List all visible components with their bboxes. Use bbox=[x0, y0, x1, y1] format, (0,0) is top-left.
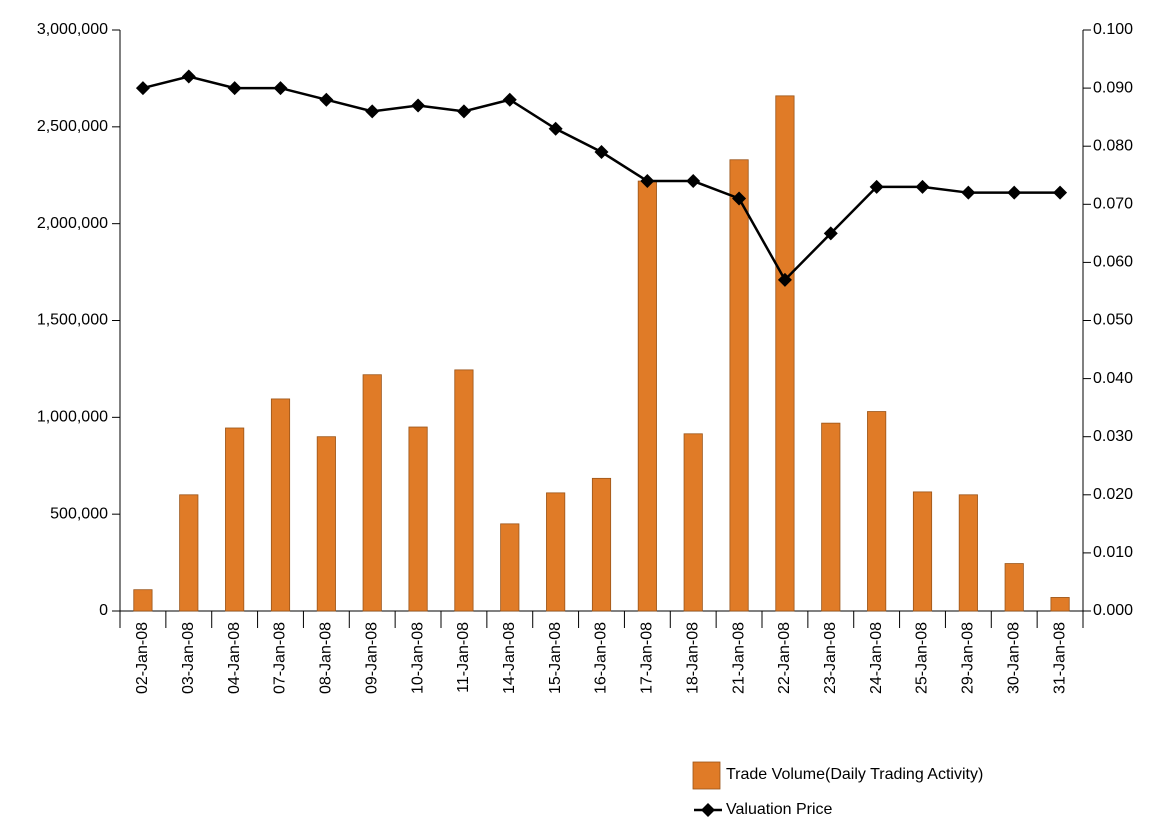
price-marker bbox=[319, 92, 334, 107]
price-marker bbox=[502, 92, 517, 107]
price-line bbox=[142, 75, 1061, 282]
bar bbox=[408, 426, 428, 612]
y-tick-label: 1,500,000 bbox=[37, 312, 108, 329]
price-marker bbox=[915, 179, 930, 194]
price-marker bbox=[1007, 185, 1022, 200]
x-tick-label: 07-Jan-08 bbox=[272, 622, 289, 694]
x-tick-label: 08-Jan-08 bbox=[318, 622, 335, 694]
y2-tick-label: 0.030 bbox=[1093, 428, 1133, 445]
bar bbox=[133, 589, 153, 612]
bar bbox=[591, 477, 612, 612]
price-marker bbox=[732, 191, 747, 206]
price-marker bbox=[273, 81, 288, 96]
x-tick-label: 02-Jan-08 bbox=[134, 622, 151, 694]
x-tick-label: 04-Jan-08 bbox=[226, 622, 243, 694]
bar bbox=[912, 491, 933, 612]
bar bbox=[1004, 563, 1024, 612]
bar bbox=[316, 436, 336, 612]
bar bbox=[225, 427, 245, 612]
x-tick-label: 09-Jan-08 bbox=[363, 622, 380, 694]
x-tick-label: 03-Jan-08 bbox=[180, 622, 197, 694]
bar bbox=[683, 433, 703, 612]
y2-tick-label: 0.050 bbox=[1093, 312, 1133, 329]
x-tick-label: 24-Jan-08 bbox=[868, 622, 885, 694]
y-tick-label: 1,000,000 bbox=[37, 409, 108, 426]
price-marker bbox=[548, 121, 563, 136]
price-marker bbox=[181, 69, 196, 84]
x-tick-label: 21-Jan-08 bbox=[730, 622, 747, 694]
bar bbox=[637, 180, 657, 612]
x-tick-label: 14-Jan-08 bbox=[501, 622, 518, 694]
x-tick-label: 11-Jan-08 bbox=[455, 622, 472, 693]
legend-swatch bbox=[692, 761, 721, 790]
x-tick-label: 17-Jan-08 bbox=[639, 622, 656, 694]
y2-tick-label: 0.090 bbox=[1093, 79, 1133, 96]
legend-label: Trade Volume(Daily Trading Activity) bbox=[726, 766, 983, 783]
price-marker bbox=[640, 174, 655, 189]
y2-tick-label: 0.060 bbox=[1093, 254, 1133, 271]
price-marker bbox=[135, 81, 150, 96]
x-tick-label: 10-Jan-08 bbox=[409, 622, 426, 694]
y2-tick-label: 0.010 bbox=[1093, 544, 1133, 561]
price-marker bbox=[227, 81, 242, 96]
price-marker bbox=[365, 104, 380, 119]
y2-tick-label: 0.100 bbox=[1093, 21, 1133, 38]
bar bbox=[546, 492, 566, 612]
price-marker bbox=[961, 185, 976, 200]
y2-tick-label: 0.070 bbox=[1093, 196, 1133, 213]
x-tick-label: 25-Jan-08 bbox=[914, 622, 931, 694]
bar bbox=[1050, 597, 1070, 612]
y2-tick-label: 0.000 bbox=[1093, 602, 1133, 619]
bar bbox=[867, 411, 887, 612]
bar bbox=[500, 523, 520, 612]
x-tick-label: 29-Jan-08 bbox=[960, 622, 977, 694]
bar bbox=[270, 398, 291, 612]
price-marker bbox=[594, 145, 609, 160]
x-tick-label: 15-Jan-08 bbox=[547, 622, 564, 694]
legend-label: Valuation Price bbox=[726, 801, 833, 818]
bar bbox=[775, 95, 795, 612]
y2-tick-label: 0.020 bbox=[1093, 486, 1133, 503]
price-marker bbox=[411, 98, 426, 113]
y2-tick-label: 0.040 bbox=[1093, 370, 1133, 387]
x-tick-label: 30-Jan-08 bbox=[1005, 622, 1022, 694]
x-tick-label: 16-Jan-08 bbox=[593, 622, 610, 694]
price-marker bbox=[869, 179, 884, 194]
bar bbox=[454, 369, 474, 612]
bar bbox=[958, 494, 978, 612]
price-marker bbox=[456, 104, 471, 119]
y-tick-label: 2,500,000 bbox=[37, 118, 108, 135]
x-tick-label: 31-Jan-08 bbox=[1051, 622, 1068, 694]
x-tick-label: 18-Jan-08 bbox=[684, 622, 701, 694]
x-tick-label: 22-Jan-08 bbox=[776, 622, 793, 694]
price-marker bbox=[686, 174, 701, 189]
y-tick-label: 0 bbox=[99, 602, 108, 619]
bar bbox=[821, 422, 841, 612]
x-tick-label: 23-Jan-08 bbox=[822, 622, 839, 694]
price-marker bbox=[823, 226, 838, 241]
y-tick-label: 2,000,000 bbox=[37, 215, 108, 232]
bar bbox=[179, 494, 199, 612]
bar bbox=[362, 374, 382, 612]
price-marker bbox=[777, 272, 792, 287]
legend-marker bbox=[701, 803, 715, 817]
bar bbox=[729, 159, 749, 612]
price-marker bbox=[1053, 185, 1068, 200]
y2-tick-label: 0.080 bbox=[1093, 137, 1133, 154]
y-tick-label: 500,000 bbox=[50, 505, 108, 522]
y-tick-label: 3,000,000 bbox=[37, 21, 108, 38]
